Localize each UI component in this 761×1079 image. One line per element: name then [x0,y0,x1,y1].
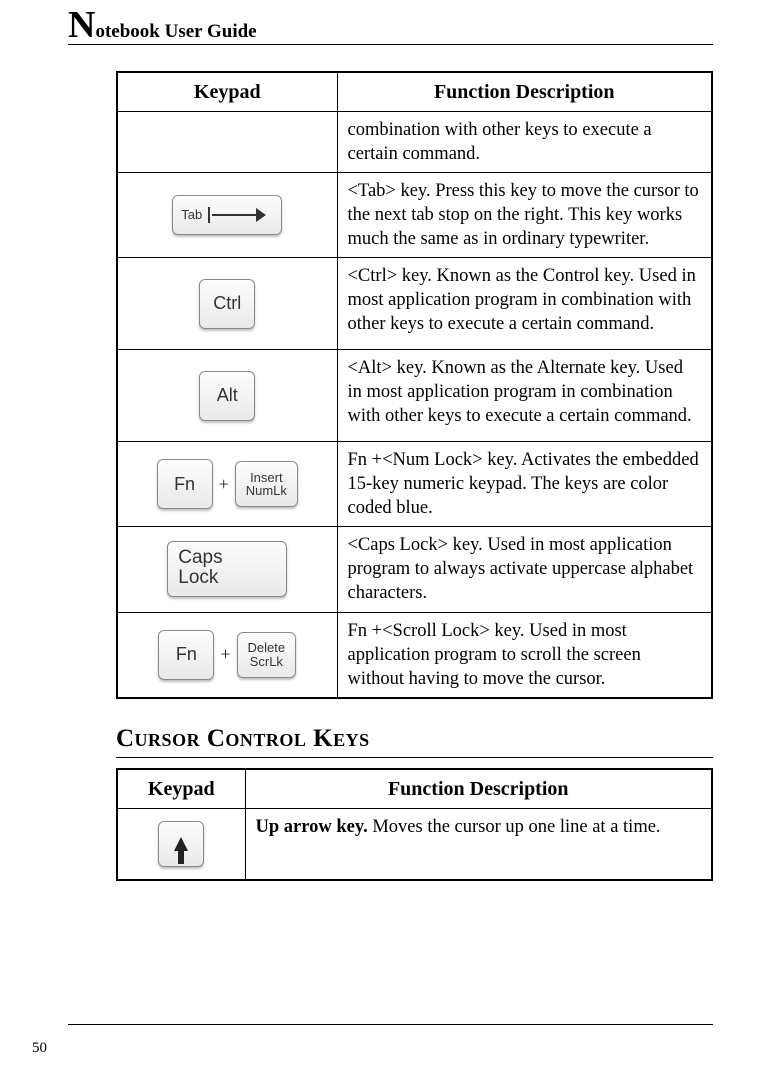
desc-cell: <Ctrl> key. Known as the Control key. Us… [337,258,712,350]
key-cell-alt: Alt [117,350,337,442]
caps-line1: Caps [178,548,222,568]
table-header-row: Keypad Function Description [117,72,712,112]
desc-bold: Up arrow key. [256,817,368,837]
section-heading: Cursor Control Keys [116,725,713,758]
th-desc: Function Description [337,72,712,112]
fn-keycap: Fn [157,459,213,509]
desc-cell: Fn +<Scroll Lock> key. Used in most appl… [337,612,712,698]
keycap-line1: Delete [248,641,286,655]
alt-keycap: Alt [199,371,255,421]
insert-numlk-keycap: Insert NumLk [235,461,298,507]
fn-keycap: Fn [158,630,214,680]
tab-label: Tab [181,208,202,222]
capslock-keycap: Caps Lock [167,541,287,597]
table-row: Tab <Tab> key. Press this key to move th… [117,173,712,258]
table-row: Ctrl <Ctrl> key. Known as the Control ke… [117,258,712,350]
keypad-table-2: Keypad Function Description Up arrow key… [116,768,713,882]
page-number: 50 [32,1040,47,1057]
desc-rest: Moves the cursor up one line at a time. [368,817,661,837]
keycap-line2: ScrLk [250,655,283,669]
desc-cell: Fn +<Num Lock> key. Activates the embedd… [337,442,712,527]
plus-sign: + [215,473,233,496]
keycap-line2: NumLk [246,484,287,498]
keycap-group: Fn + Insert NumLk [157,459,298,509]
desc-cell: combination with other keys to execute a… [337,112,712,173]
key-cell-tab: Tab [117,173,337,258]
up-arrow-keycap [158,821,204,867]
tab-arrow-icon [208,207,266,223]
key-cell-ctrl: Ctrl [117,258,337,350]
table-row: Up arrow key. Moves the cursor up one li… [117,808,712,880]
delete-scrlk-keycap: Delete ScrLk [237,632,297,678]
key-cell-up-arrow [117,808,245,880]
tab-keycap: Tab [172,195,282,235]
th-desc: Function Description [245,769,712,809]
table-row: combination with other keys to execute a… [117,112,712,173]
keypad-table-1: Keypad Function Description combination … [116,71,713,699]
keycap-line1: Insert [250,471,283,485]
footer-rule [68,1024,713,1025]
table-row: Fn + Insert NumLk Fn +<Num Lock> key. Ac… [117,442,712,527]
keycap-group: Fn + Delete ScrLk [158,630,296,680]
key-cell-fn-scrlk: Fn + Delete ScrLk [117,612,337,698]
key-cell-fn-numlk: Fn + Insert NumLk [117,442,337,527]
arrow-up-icon [174,837,188,851]
key-cell-caps: Caps Lock [117,527,337,612]
desc-cell: Up arrow key. Moves the cursor up one li… [245,808,712,880]
title-rest: otebook User Guide [95,21,256,42]
table-row: Fn + Delete ScrLk Fn +<Scroll Lock> key.… [117,612,712,698]
desc-cell: <Alt> key. Known as the Alternate key. U… [337,350,712,442]
desc-cell: <Caps Lock> key. Used in most applicatio… [337,527,712,612]
running-head: Notebook User Guide [68,0,713,45]
table-header-row: Keypad Function Description [117,769,712,809]
ctrl-keycap: Ctrl [199,279,255,329]
plus-sign: + [216,643,234,666]
title-initial: N [68,4,95,46]
table-row: Caps Lock <Caps Lock> key. Used in most … [117,527,712,612]
caps-line2: Lock [178,568,218,588]
th-keypad: Keypad [117,72,337,112]
content-area: Keypad Function Description combination … [116,71,713,881]
desc-cell: <Tab> key. Press this key to move the cu… [337,173,712,258]
th-keypad: Keypad [117,769,245,809]
table-row: Alt <Alt> key. Known as the Alternate ke… [117,350,712,442]
key-cell-empty [117,112,337,173]
